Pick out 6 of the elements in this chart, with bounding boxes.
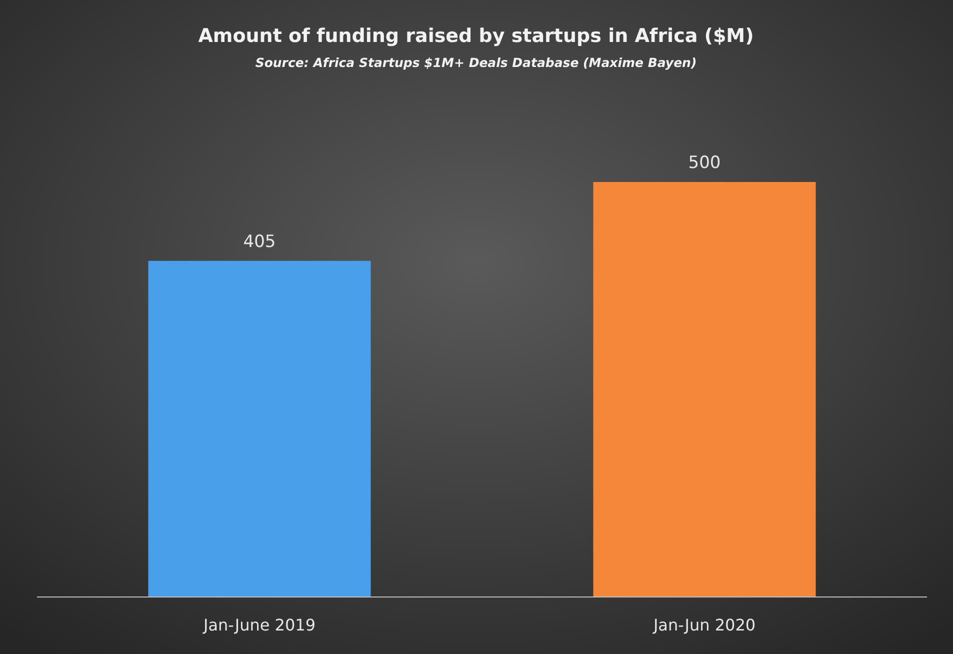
chart-title: Amount of funding raised by startups in Africa ($M) <box>198 25 754 47</box>
x-tick-label: Jan-Jun 2020 <box>652 615 756 634</box>
x-tick-label: Jan-June 2019 <box>202 615 316 634</box>
data-label: 405 <box>243 232 276 252</box>
data-label: 500 <box>688 153 721 173</box>
source-note: Source: Africa Startups $1M+ Deals Database (Maxime Bayen) <box>255 55 697 70</box>
